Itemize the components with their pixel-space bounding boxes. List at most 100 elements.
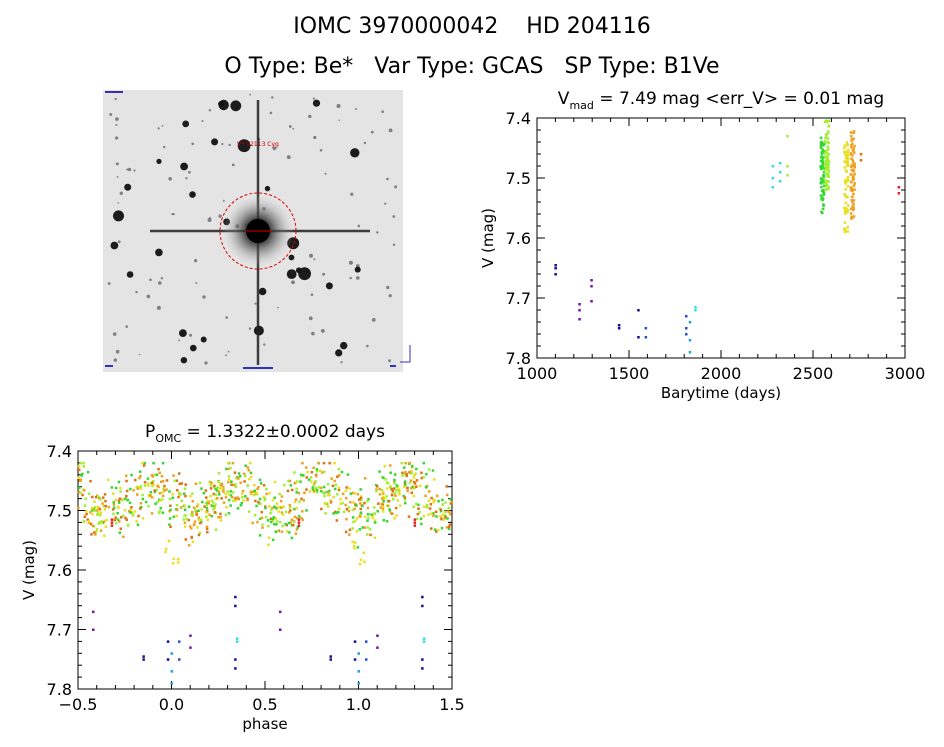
data-point bbox=[81, 472, 84, 476]
field-star bbox=[189, 191, 196, 198]
field-star bbox=[160, 277, 164, 280]
data-point bbox=[353, 507, 356, 511]
data-point bbox=[154, 502, 157, 505]
data-point bbox=[421, 595, 424, 599]
data-point bbox=[295, 528, 299, 531]
data-point bbox=[138, 476, 141, 480]
data-point bbox=[226, 480, 230, 484]
data-point bbox=[410, 472, 413, 475]
data-point bbox=[412, 505, 415, 509]
data-point bbox=[327, 490, 330, 494]
data-point bbox=[131, 513, 135, 516]
data-point bbox=[165, 488, 168, 491]
data-point bbox=[849, 212, 853, 215]
data-point bbox=[843, 206, 846, 210]
data-point bbox=[213, 485, 216, 488]
data-point bbox=[352, 501, 355, 504]
data-point bbox=[259, 502, 262, 505]
data-point bbox=[263, 497, 267, 500]
data-point bbox=[820, 180, 823, 184]
data-point bbox=[197, 533, 201, 537]
data-point bbox=[142, 655, 145, 658]
sky-image-background bbox=[103, 90, 403, 372]
data-point bbox=[160, 474, 164, 478]
data-point bbox=[327, 493, 330, 497]
data-point bbox=[826, 187, 829, 190]
data-point bbox=[157, 511, 161, 514]
data-point bbox=[371, 516, 374, 519]
data-point bbox=[239, 504, 243, 507]
data-point bbox=[446, 493, 449, 497]
data-point bbox=[389, 464, 392, 467]
time-chart-ytick-label: 7.8 bbox=[506, 349, 531, 368]
data-point bbox=[225, 506, 228, 509]
data-point bbox=[303, 491, 306, 495]
data-point bbox=[356, 546, 360, 549]
phase-chart-xtick-label: 1.0 bbox=[346, 695, 371, 714]
data-point bbox=[373, 536, 377, 539]
data-point bbox=[94, 533, 97, 536]
data-point bbox=[128, 510, 131, 513]
data-point bbox=[432, 501, 435, 504]
data-point bbox=[267, 543, 270, 547]
data-point bbox=[195, 512, 198, 516]
data-point bbox=[846, 209, 849, 212]
data-point bbox=[217, 480, 220, 484]
data-point bbox=[295, 480, 299, 483]
data-point bbox=[351, 491, 355, 495]
data-point bbox=[449, 502, 453, 505]
data-point bbox=[184, 494, 187, 498]
data-point bbox=[176, 508, 179, 512]
data-point bbox=[850, 187, 853, 191]
data-point bbox=[819, 142, 823, 145]
data-point bbox=[820, 159, 824, 163]
data-point bbox=[823, 184, 826, 188]
data-point bbox=[77, 506, 80, 510]
data-point bbox=[424, 494, 427, 498]
data-point bbox=[417, 503, 420, 507]
data-point bbox=[822, 192, 826, 195]
data-point bbox=[373, 521, 377, 524]
data-point bbox=[419, 484, 422, 487]
data-point bbox=[852, 207, 855, 210]
field-star bbox=[388, 359, 391, 363]
data-point bbox=[225, 467, 228, 471]
data-point bbox=[413, 487, 416, 490]
data-point bbox=[850, 146, 853, 149]
data-point bbox=[825, 180, 829, 183]
data-point bbox=[824, 182, 828, 186]
data-point bbox=[92, 610, 95, 614]
data-point bbox=[208, 480, 211, 484]
data-point bbox=[324, 502, 328, 505]
data-point bbox=[205, 515, 208, 518]
data-point bbox=[846, 150, 849, 154]
header-object-types: O Type: Be* Var Type: GCAS SP Type: B1Ve bbox=[224, 54, 720, 79]
data-point bbox=[389, 511, 393, 515]
data-point bbox=[278, 492, 281, 496]
data-point bbox=[183, 514, 186, 517]
data-point bbox=[430, 527, 433, 530]
data-point bbox=[300, 517, 303, 520]
data-point bbox=[417, 507, 420, 510]
data-point bbox=[310, 471, 314, 474]
data-point bbox=[415, 517, 419, 521]
data-point bbox=[191, 513, 194, 516]
data-point bbox=[183, 492, 186, 495]
data-point bbox=[180, 482, 183, 485]
data-point bbox=[853, 165, 856, 168]
data-point bbox=[822, 150, 825, 153]
data-point bbox=[845, 180, 848, 183]
data-point bbox=[284, 523, 287, 526]
image-label-bottom-center bbox=[243, 367, 273, 369]
data-point bbox=[826, 174, 829, 178]
data-point bbox=[845, 196, 849, 199]
data-point bbox=[373, 506, 376, 509]
data-point bbox=[213, 505, 216, 508]
data-point bbox=[131, 514, 135, 517]
data-point bbox=[295, 487, 298, 491]
data-point bbox=[123, 498, 126, 501]
data-point bbox=[371, 514, 374, 517]
data-point bbox=[281, 513, 285, 516]
data-point bbox=[378, 470, 381, 473]
data-point bbox=[171, 496, 175, 500]
